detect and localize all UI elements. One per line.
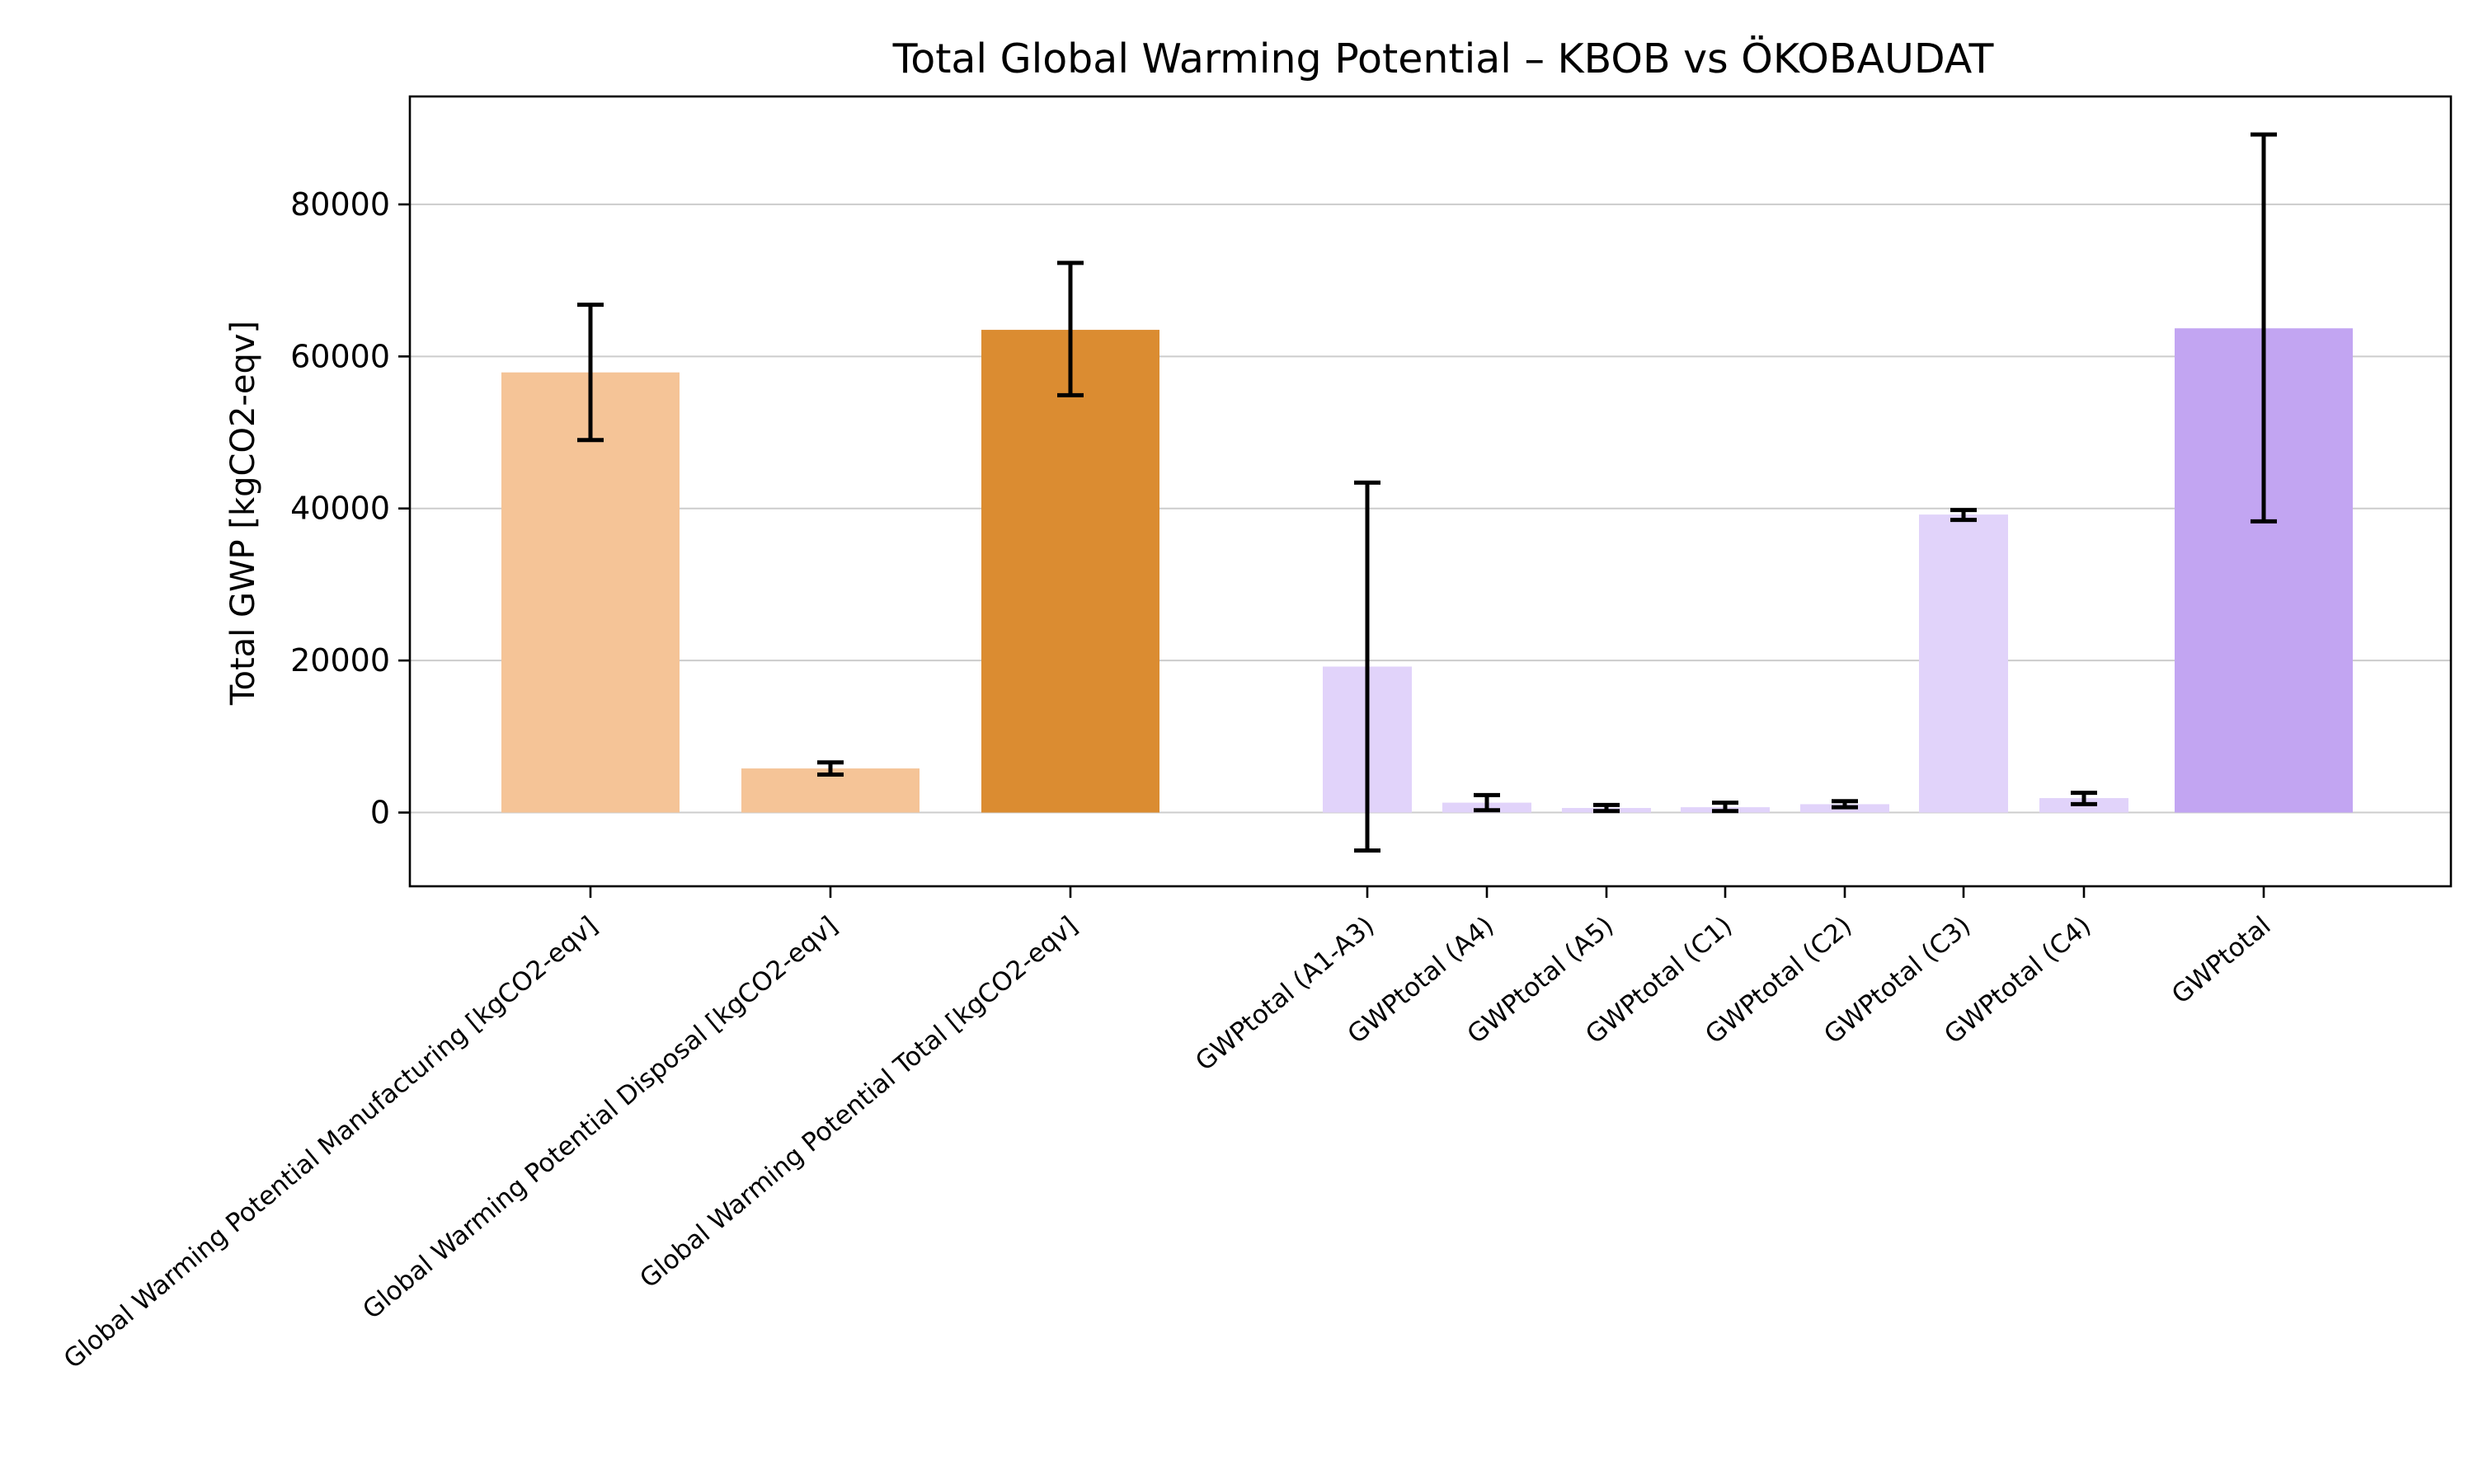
y-tick-label: 80000 [290, 186, 390, 223]
plot-frame [408, 95, 2453, 888]
bars [501, 328, 2353, 813]
y-tick-label: 0 [370, 795, 390, 831]
y-axis-ticks: 0 20000 40000 60000 80000 [290, 186, 410, 831]
chart-title: Total Global Warming Potential – KBOB vs… [892, 35, 1995, 82]
bar [981, 330, 1159, 813]
y-tick-label: 40000 [290, 491, 390, 527]
y-axis-label: Total GWP [kgCO2-eqv] [224, 321, 262, 706]
bar [501, 372, 680, 813]
error-bars [577, 132, 2277, 853]
y-tick-label: 60000 [290, 338, 390, 374]
bar [1919, 514, 2008, 813]
y-tick-label: 20000 [290, 642, 390, 679]
